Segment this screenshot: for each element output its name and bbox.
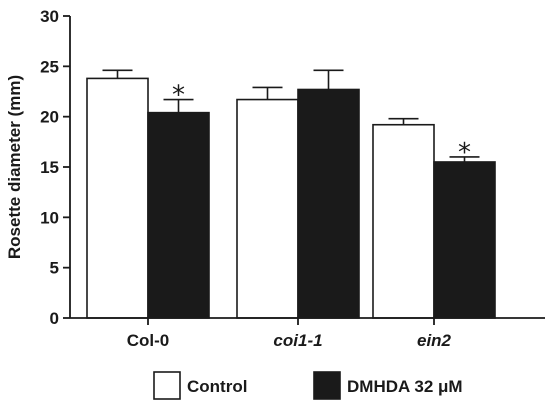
bar-col-0-dmhda [147, 111, 210, 319]
significance-asterisk: * [172, 81, 185, 111]
y-tick-label: 0 [50, 309, 59, 328]
legend-label-control: Control [187, 377, 247, 396]
bar-ein2-control [372, 123, 435, 319]
bar-col-0-control [86, 77, 149, 319]
y-axis-title: Rosette diameter (mm) [5, 75, 24, 259]
bar-ein2-dmhda [433, 161, 496, 319]
y-tick-label: 25 [40, 57, 59, 76]
x-category-label: coi1-1 [273, 331, 322, 350]
legend-swatch-control [153, 371, 181, 400]
legend-swatch-dmhda [313, 371, 341, 400]
x-category-label: ein2 [417, 331, 452, 350]
y-axis-title-group: Rosette diameter (mm) [5, 75, 24, 259]
y-tick-label: 20 [40, 108, 59, 127]
y-ticks-group: 0 5 10 15 20 25 30 [40, 7, 70, 328]
significance-asterisk: * [458, 138, 471, 168]
y-tick-label: 10 [40, 208, 59, 227]
bar-coi1-1-control [236, 98, 299, 319]
y-tick-label: 15 [40, 158, 59, 177]
bar-coi1-1-dmhda [297, 88, 360, 319]
legend-label-dmhda: DMHDA 32 μM [347, 377, 463, 396]
x-category-label: Col-0 [127, 331, 170, 350]
x-categories-group: Col-0 coi1-1 ein2 [127, 318, 452, 350]
y-tick-label: 30 [40, 7, 59, 26]
annotations-group: ** [172, 81, 471, 168]
y-tick-label: 5 [50, 259, 59, 278]
legend: Control DMHDA 32 μM [153, 371, 463, 400]
bars-group [86, 69, 496, 319]
